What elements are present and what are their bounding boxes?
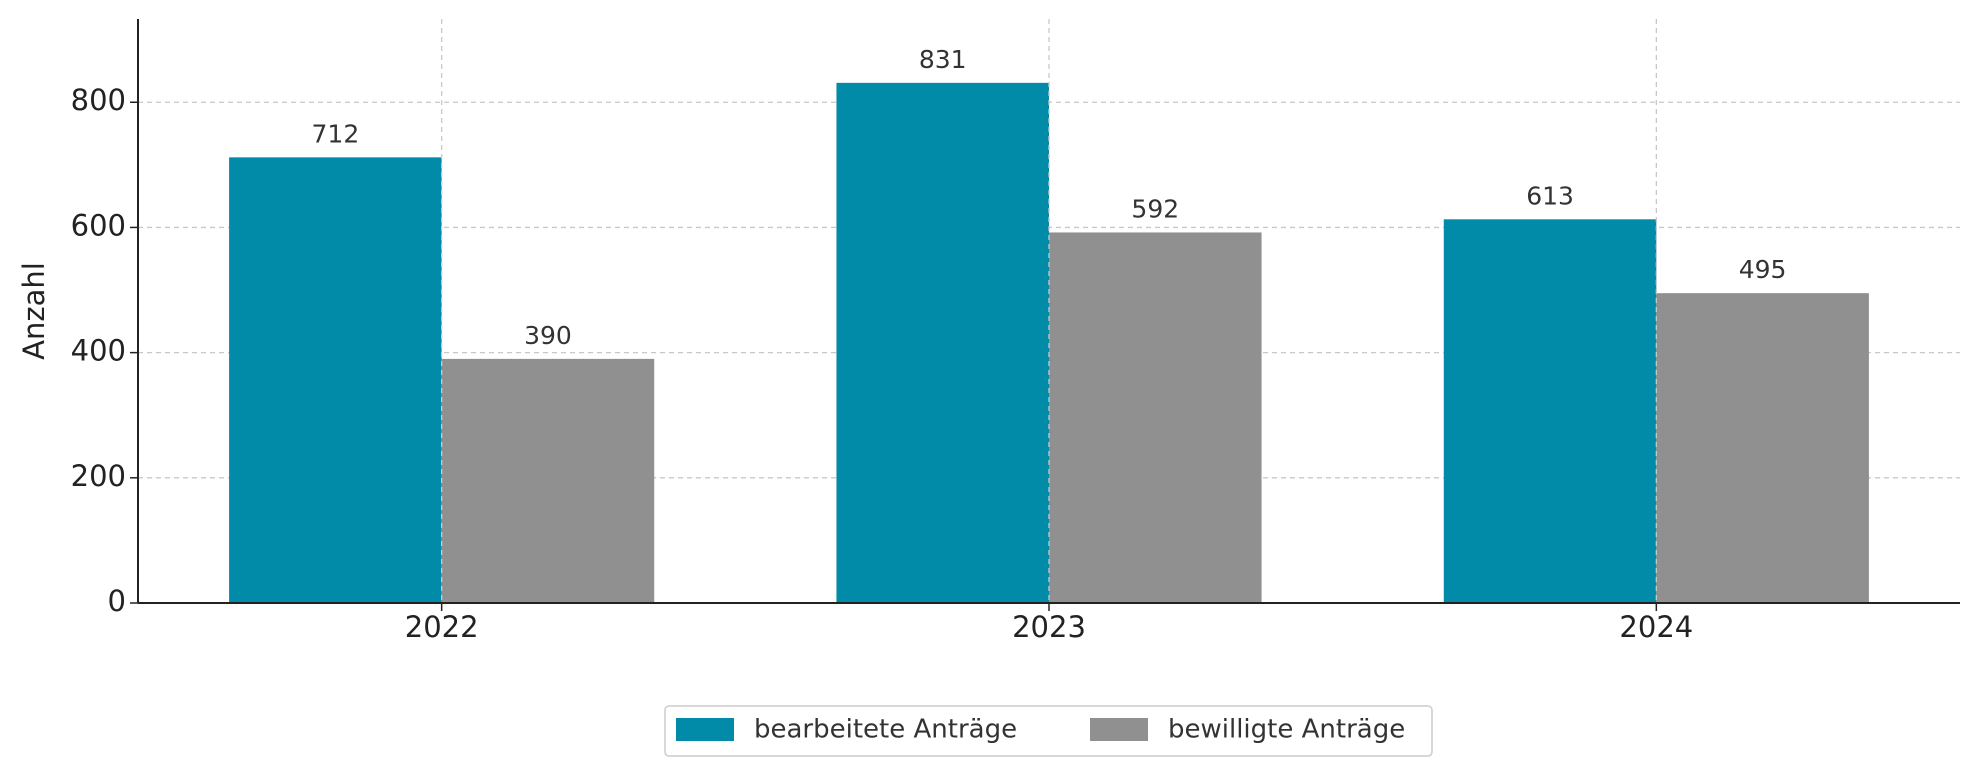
value-label: 613 xyxy=(1526,181,1574,210)
bar xyxy=(836,82,1049,604)
value-label: 495 xyxy=(1739,255,1787,284)
y-tick-label: 0 xyxy=(108,584,126,618)
y-axis-label: Anzahl xyxy=(17,262,51,360)
bar xyxy=(1049,232,1262,603)
value-label: 712 xyxy=(312,119,360,148)
x-tick-label: 2023 xyxy=(1012,610,1086,644)
legend-box xyxy=(664,705,1433,757)
bar xyxy=(229,157,442,603)
legend-swatch xyxy=(676,718,734,741)
y-tick-label: 800 xyxy=(71,83,126,117)
bar xyxy=(1443,219,1657,603)
bar xyxy=(1656,293,1869,603)
value-label: 831 xyxy=(919,45,967,74)
y-tick-label: 400 xyxy=(71,334,126,368)
legend-label: bewilligte Anträge xyxy=(1168,715,1405,745)
bar xyxy=(441,358,655,603)
y-tick-label: 600 xyxy=(71,208,126,242)
y-tick-label: 200 xyxy=(71,459,126,493)
legend-swatch xyxy=(1090,718,1148,741)
value-label: 592 xyxy=(1131,194,1179,223)
x-tick-label: 2024 xyxy=(1619,610,1693,644)
x-tick-label: 2022 xyxy=(405,610,479,644)
legend-label: bearbeitete Anträge xyxy=(754,715,1017,745)
value-label: 390 xyxy=(524,321,572,350)
